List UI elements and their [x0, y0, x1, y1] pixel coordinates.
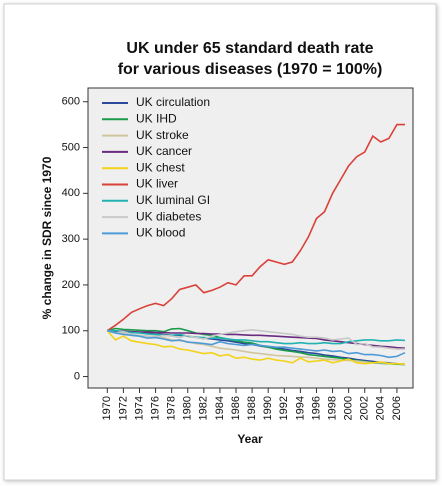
y-tick-label: 100: [62, 325, 80, 337]
x-tick-label: 1980: [182, 396, 194, 420]
line: [107, 329, 406, 359]
plot-area: [87, 87, 414, 389]
x-tick-label: 1990: [262, 396, 274, 420]
x-tick-label: 1978: [166, 396, 178, 420]
legend-label: UK circulation: [136, 95, 210, 109]
x-tick-label: 2000: [343, 396, 355, 420]
chart-title: for various diseases (1970 = 100%): [118, 61, 383, 78]
x-tick-label: 1988: [246, 396, 258, 420]
legend-label: UK IHD: [136, 111, 177, 125]
legend-label: UK diabetes: [136, 209, 201, 223]
x-tick-label: 2004: [375, 396, 387, 420]
legend-label: UK blood: [136, 226, 185, 240]
legend-label: UK liver: [136, 177, 178, 191]
x-tick-label: 1972: [117, 396, 129, 420]
y-tick-label: 200: [62, 279, 80, 291]
line: [107, 329, 406, 345]
x-tick-label: 1992: [278, 396, 290, 420]
x-tick-label: 1998: [326, 396, 338, 420]
y-tick-label: 400: [62, 187, 80, 199]
line: [106, 330, 406, 365]
legend-label: UK luminal GI: [136, 193, 210, 207]
y-tick-label: 0: [74, 370, 80, 382]
x-tick-label: 1974: [133, 396, 145, 420]
legend-label: UK stroke: [136, 128, 189, 142]
legend-label: UK cancer: [136, 144, 192, 158]
x-tick-label: 1976: [149, 396, 161, 420]
y-tick-label: 500: [62, 141, 80, 153]
line: [107, 328, 405, 350]
x-tick-label: 1984: [214, 396, 226, 420]
y-axis-title: % change in SDR since 1970: [40, 156, 54, 319]
chart-title: UK under 65 standard death rate: [126, 40, 373, 57]
x-axis-title: Year: [237, 432, 263, 446]
x-tick-label: 1994: [294, 396, 306, 420]
x-tick-label: 1996: [310, 396, 322, 420]
line: [106, 123, 405, 332]
x-tick-label: 2002: [359, 396, 371, 420]
y-tick-label: 300: [62, 233, 80, 245]
x-tick-label: 1982: [198, 396, 210, 420]
x-tick-label: 1970: [101, 396, 113, 420]
legend-label: UK chest: [136, 160, 185, 174]
x-tick-label: 1986: [230, 396, 242, 420]
x-tick-label: 2006: [391, 396, 403, 420]
y-tick-label: 600: [62, 96, 80, 108]
